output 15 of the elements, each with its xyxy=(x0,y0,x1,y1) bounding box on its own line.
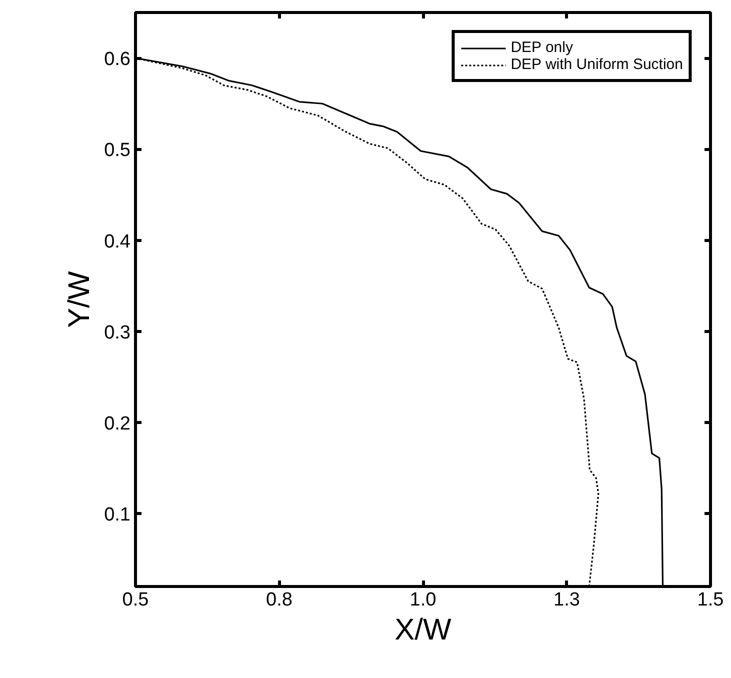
x-tick-label: 1.5 xyxy=(697,590,724,610)
x-tick-label: 1.0 xyxy=(410,590,436,610)
y-tick-label: 0.6 xyxy=(104,49,131,70)
y-tick-label: 0.4 xyxy=(104,231,131,252)
x-axis-title: X/W xyxy=(394,614,452,646)
y-tick-label: 0.2 xyxy=(104,414,131,434)
y-tick-label: 0.1 xyxy=(104,504,131,526)
y-tick-label: 0.3 xyxy=(104,322,131,344)
legend-label: DEP only xyxy=(510,39,573,56)
legend-label: DEP with Uniform Suction xyxy=(510,56,683,73)
x-tick-label: 0.8 xyxy=(266,590,292,610)
y-tick-label: 0.5 xyxy=(104,140,131,162)
x-tick-label: 1.3 xyxy=(554,590,580,610)
y-axis-title: Y/W xyxy=(63,270,96,328)
x-tick-label: 0.5 xyxy=(122,590,149,610)
